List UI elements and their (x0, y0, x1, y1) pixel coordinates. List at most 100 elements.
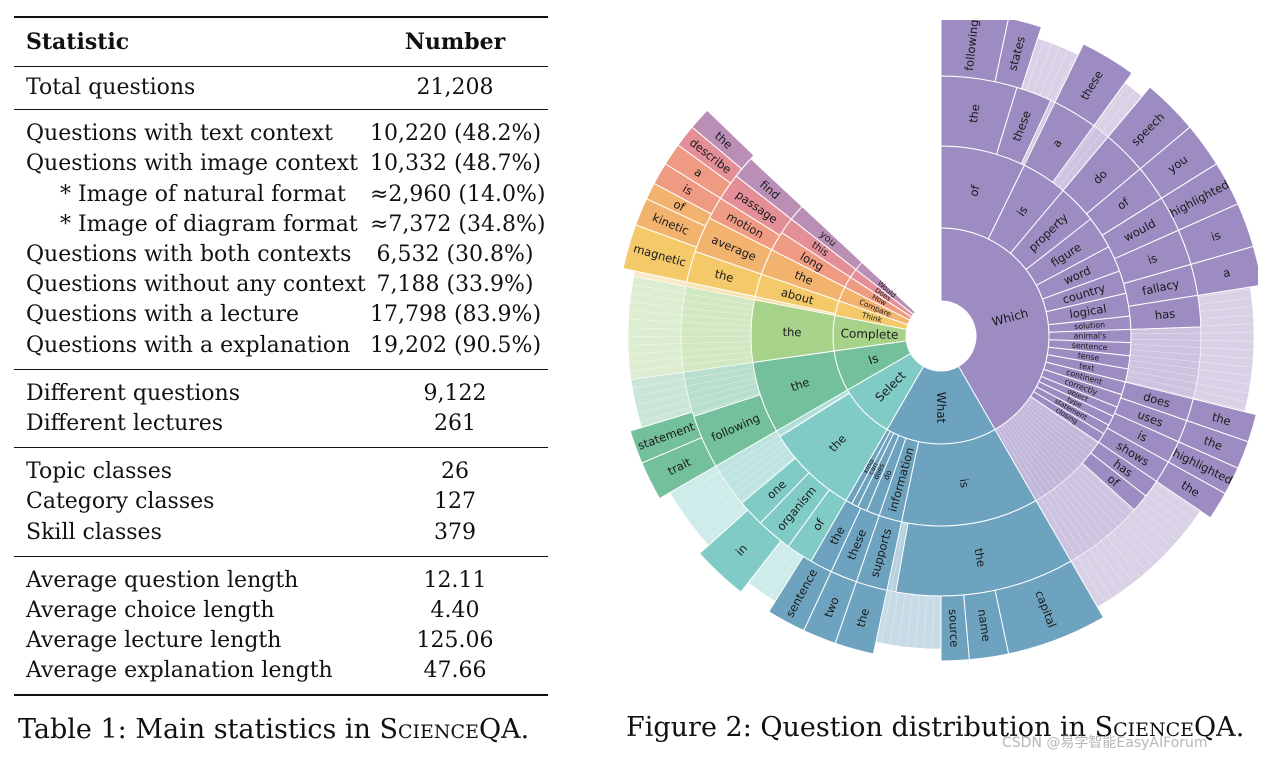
sunburst-tail-divider (1198, 288, 1251, 298)
header-statistic: Statistic (26, 29, 130, 55)
row-label: Questions with a explanation (26, 332, 351, 358)
sunburst-segment (629, 411, 703, 464)
sunburst-tail-divider (629, 301, 683, 308)
sunburst-tail-divider (1130, 332, 1201, 335)
row-label: Average question length (26, 567, 299, 593)
sunburst-tail-divider (1046, 49, 1069, 99)
sunburst-tail-divider (906, 594, 913, 648)
row-label: Questions with image context (26, 151, 358, 177)
sunburst-tail-divider (769, 553, 800, 599)
table-caption: Table 1: Main statistics in ScienceQA. (18, 714, 529, 745)
sunburst-tail-divider (637, 399, 690, 414)
row-label: Different lectures (26, 410, 224, 436)
table-row: Questions with text context 10,220 (48.2%… (14, 119, 548, 149)
row-value: 125.06 (416, 628, 494, 654)
sunburst-label: the (789, 375, 811, 394)
sunburst-tail-divider (681, 346, 752, 351)
table-group-rule (14, 109, 548, 111)
statistics-table: Statistic Number Total questions 21,208 Qu… (14, 16, 548, 697)
row-label: Average lecture length (26, 628, 282, 654)
sunburst-tail-divider (1199, 306, 1253, 312)
table-row: Different lectures 261 (14, 409, 548, 439)
sunburst-tail-divider (681, 351, 752, 359)
sunburst-tail-divider (681, 321, 752, 327)
table-caption-prefix: Table 1: Main statistics in (18, 714, 380, 745)
sunburst-tail-divider (1016, 413, 1075, 473)
table-row: * Image of natural format ≈2,960 (14.0%) (14, 180, 548, 210)
sunburst-tail-divider (1073, 471, 1123, 523)
sunburst-tail-divider (1077, 467, 1129, 517)
sunburst-tail-divider (635, 392, 688, 406)
sunburst-tail-divider (1127, 370, 1197, 384)
sunburst-tail-divider (639, 406, 691, 422)
sunburst-segment (1081, 452, 1147, 511)
sunburst-tail-divider (889, 592, 899, 645)
sunburst-tail-divider (1132, 511, 1173, 548)
table-group: Total questions 21,208 (14, 67, 548, 109)
row-label: Questions without any context (26, 272, 366, 298)
sunburst-tail-divider (1039, 46, 1061, 96)
sunburst-tail-divider (678, 477, 724, 508)
sunburst-tail-divider (755, 545, 788, 589)
sunburst-tail-divider (684, 367, 754, 380)
sunburst-tail-divider (632, 284, 685, 294)
sunburst-tail-divider (1200, 332, 1254, 334)
sunburst-tail-divider (740, 456, 795, 502)
sunburst-label: the (1210, 410, 1232, 429)
table-row: Category classes 127 (14, 487, 548, 517)
table-row: Average explanation length 47.66 (14, 656, 548, 686)
sunburst-tail-divider (719, 435, 780, 473)
sunburst-tail-divider (1069, 475, 1118, 528)
sunburst-tail-divider (1128, 365, 1198, 377)
sunburst-tail-divider (1111, 531, 1148, 572)
sunburst-tail-divider (692, 392, 760, 415)
sunburst-tail-divider (681, 341, 752, 344)
sunburst-tail-divider (1196, 383, 1249, 394)
row-value: 12.11 (423, 567, 487, 593)
row-value: 6,532 (30.8%) (376, 242, 534, 268)
table-group-rule (14, 447, 548, 449)
sunburst-segment (994, 20, 1043, 90)
sunburst-tail-divider (682, 307, 753, 316)
table-group: Average question length 12.11 Average choi… (14, 557, 548, 695)
sunburst-tail-divider (1130, 338, 1201, 341)
table-row: Average question length 12.11 (14, 566, 548, 596)
row-value: 9,122 (423, 380, 487, 406)
sunburst-tail-divider (1004, 422, 1054, 490)
row-value: 127 (434, 489, 476, 515)
row-label: Different questions (26, 380, 241, 406)
sunburst-tail-divider (1081, 464, 1134, 512)
sunburst-tail-divider (1137, 505, 1178, 541)
row-label: Questions with text context (26, 121, 333, 147)
sunburst-tail-divider (628, 350, 682, 354)
sunburst-tail-divider (1011, 417, 1067, 480)
sunburst-tail-divider (1040, 497, 1078, 558)
sunburst-tail-divider (1198, 368, 1252, 377)
sunburst-tail-divider (1044, 494, 1084, 554)
sunburst-tail-divider (1151, 488, 1195, 521)
sunburst-tail-divider (999, 426, 1046, 496)
sunburst-tail-divider (1199, 297, 1252, 305)
sunburst-tail-divider (1130, 349, 1201, 356)
sunburst-segment (750, 299, 836, 364)
sunburst-tail-divider (1061, 482, 1107, 537)
sunburst-tail-divider (1142, 500, 1184, 535)
table-group-rule (14, 368, 548, 370)
sunburst-tail-divider (1106, 536, 1141, 578)
table-caption-name: ScienceQA (379, 714, 521, 745)
sunburst-label: Complete (840, 326, 898, 342)
sunburst-label: do (882, 469, 894, 482)
sunburst-label: animal's (1074, 332, 1107, 341)
sunburst-label: is (1209, 228, 1222, 244)
sunburst-tail-divider (685, 372, 755, 387)
sunburst-tail-divider (1200, 314, 1254, 319)
sunburst-tail-divider (682, 356, 753, 366)
row-value: 10,220 (48.2%) (370, 121, 542, 147)
table-row: Questions without any context 7,188 (33.9… (14, 270, 548, 300)
table-row: Questions with a explanation 19,202 (90.5… (14, 331, 548, 361)
table-group: Different questions 9,122 Different lectur… (14, 370, 548, 447)
sunburst-tail-divider (683, 483, 728, 515)
sunburst-tail-divider (880, 591, 892, 644)
sunburst-tail-divider (735, 452, 792, 496)
sunburst-tail-divider (683, 300, 753, 311)
